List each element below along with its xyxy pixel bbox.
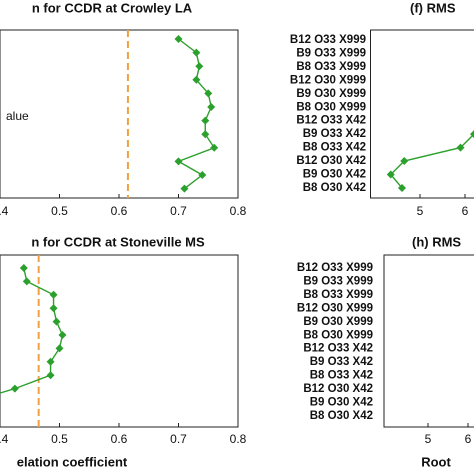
y-tick-label: B8 O33 X42 <box>303 142 366 154</box>
y-tick-label: B8 O33 X999 <box>303 289 373 301</box>
data-point <box>398 183 406 192</box>
y-tick-label: B9 O33 X999 <box>303 275 373 287</box>
x-tick-label: 0.4 <box>0 204 9 218</box>
data-point <box>55 344 64 353</box>
data-point <box>201 116 210 125</box>
data-point <box>49 304 58 313</box>
y-tick-label: B12 O30 X42 <box>303 383 373 395</box>
x-axis-label: Root <box>421 454 451 469</box>
y-tick-label: B12 O33 X42 <box>303 343 373 355</box>
y-tick-label: B12 O33 X999 <box>297 262 373 274</box>
data-point <box>470 130 474 139</box>
y-tick-label: B8 O30 X42 <box>303 182 366 194</box>
x-axis-label: elation coefficient <box>17 454 128 469</box>
x-tick-label: 6 <box>462 204 469 218</box>
data-point <box>10 384 19 393</box>
y-tick-label: B12 O30 X999 <box>297 302 373 314</box>
annotation: alue <box>6 109 29 123</box>
data-point <box>192 48 201 57</box>
panel-title: (f) RMS <box>410 0 456 15</box>
y-tick-label: B9 O30 X999 <box>303 316 373 328</box>
series-line <box>0 267 64 394</box>
data-point <box>174 35 183 43</box>
data-point <box>19 264 28 272</box>
x-tick-label: 0.5 <box>51 432 68 446</box>
panel-title: n for CCDR at Crowley LA <box>32 0 193 15</box>
x-tick-label: 6 <box>465 432 472 446</box>
y-tick-label: B8 O33 X999 <box>296 61 366 73</box>
x-tick-label: 0.6 <box>111 204 128 218</box>
data-point <box>386 170 395 179</box>
x-tick-label: 5 <box>417 204 424 218</box>
x-tick-label: 0.7 <box>170 204 187 218</box>
x-tick-label: 5 <box>425 432 432 446</box>
series-line <box>176 38 216 190</box>
data-point <box>207 103 216 111</box>
y-tick-label: B8 O30 X42 <box>310 410 373 422</box>
y-tick-label: B8 O33 X42 <box>310 370 373 382</box>
data-point <box>201 130 210 139</box>
data-point <box>180 184 189 193</box>
series-line <box>389 133 474 189</box>
data-point <box>198 171 207 179</box>
x-tick-label: 0.4 <box>0 432 9 446</box>
panel-title: n for CCDR at Stoneville MS <box>31 234 205 249</box>
x-tick-label: 0.6 <box>111 432 128 446</box>
plot-frame <box>0 254 239 428</box>
panel-title: (h) RMS <box>412 234 461 249</box>
y-tick-label: B9 O33 X42 <box>310 356 373 368</box>
y-tick-label: B12 O30 X42 <box>296 155 366 167</box>
x-tick-label: 0.8 <box>230 432 247 446</box>
plot-frame <box>383 254 474 428</box>
y-tick-label: B12 O33 X42 <box>296 115 366 127</box>
y-tick-label: B12 O33 X999 <box>290 34 366 46</box>
data-point <box>204 89 213 98</box>
data-point <box>210 143 219 152</box>
y-tick-label: B8 O30 X999 <box>296 101 366 113</box>
y-tick-label: B9 O30 X42 <box>310 397 373 409</box>
data-point <box>192 75 201 84</box>
x-tick-label: 0.7 <box>170 432 187 446</box>
x-tick-label: 0.5 <box>51 204 68 218</box>
y-tick-label: B8 O30 X999 <box>303 329 373 341</box>
y-tick-label: B12 O30 X999 <box>290 74 366 86</box>
data-point <box>456 143 465 152</box>
data-point <box>195 62 204 71</box>
data-point <box>49 290 58 299</box>
data-point <box>58 331 67 339</box>
data-point <box>174 157 183 166</box>
data-point <box>52 317 61 326</box>
plot-frame <box>370 29 474 199</box>
y-tick-label: B9 O33 X42 <box>303 128 366 140</box>
y-tick-label: B9 O33 X999 <box>296 47 366 59</box>
y-tick-label: B9 O30 X999 <box>296 88 366 100</box>
y-tick-label: B9 O30 X42 <box>303 169 366 181</box>
x-tick-label: 0.8 <box>230 204 247 218</box>
data-point <box>22 277 31 286</box>
data-point <box>400 157 409 166</box>
data-point <box>46 371 55 380</box>
data-point <box>46 357 55 366</box>
